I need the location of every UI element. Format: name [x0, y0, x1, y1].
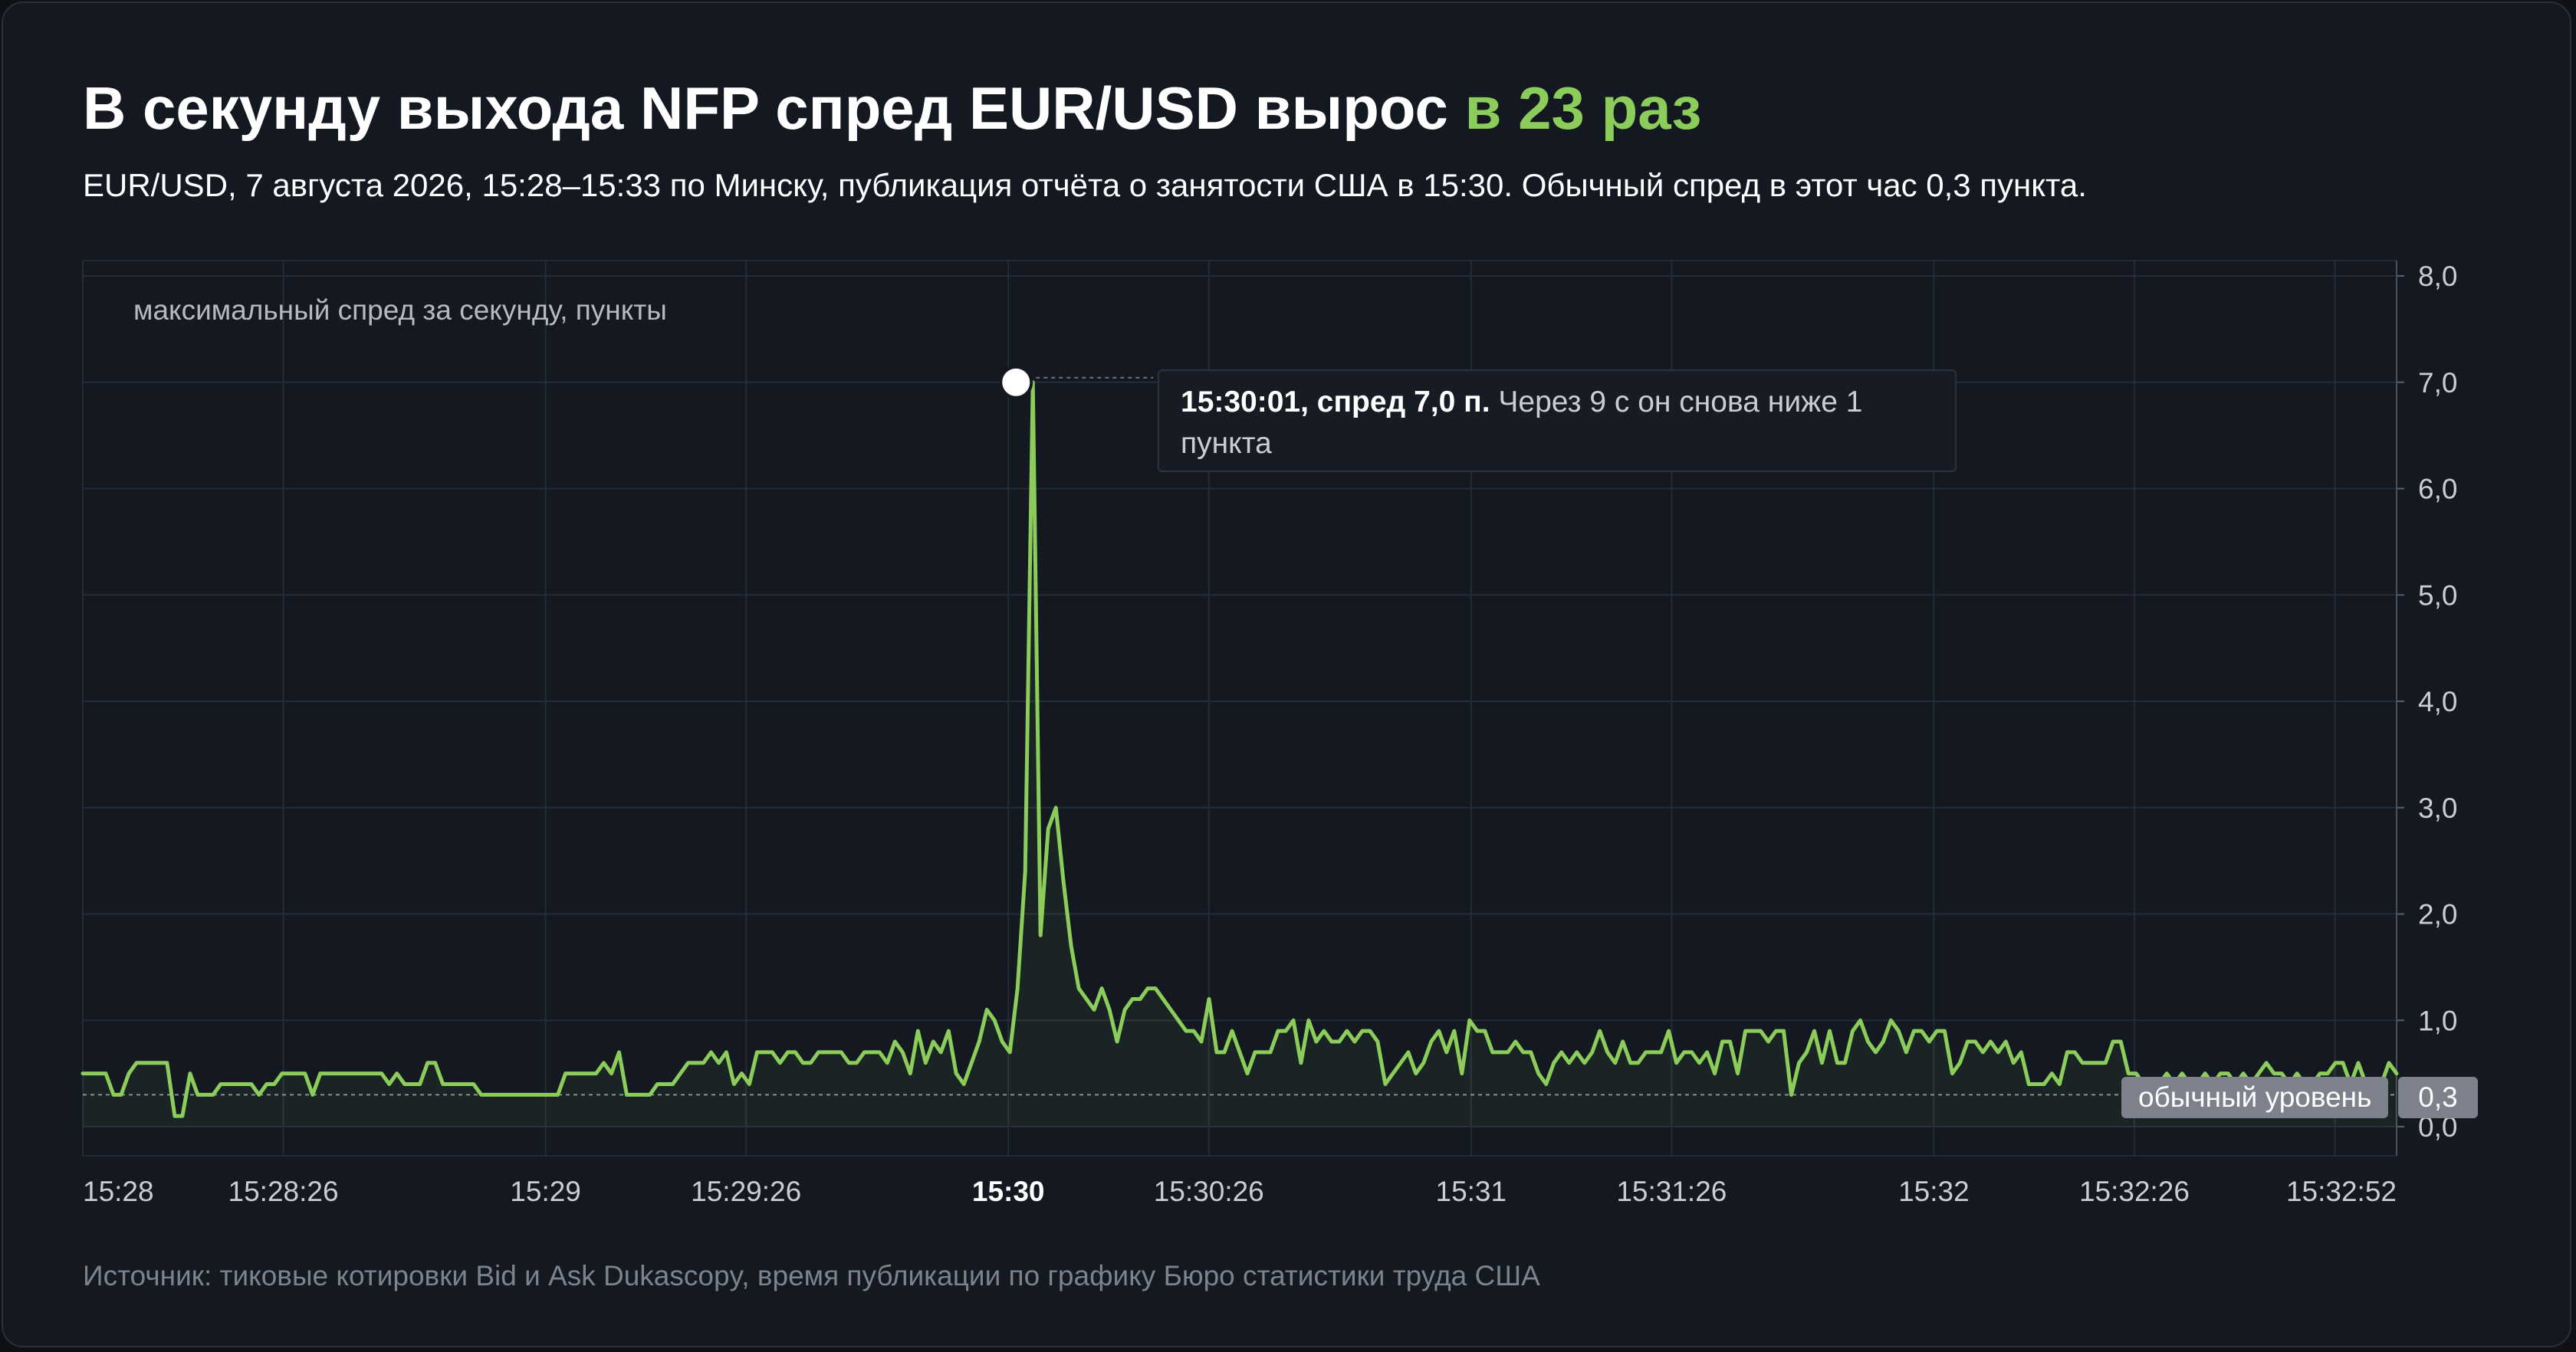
y-tick-label: 4,0 — [2418, 686, 2457, 717]
x-tick-label: 15:32:26 — [2079, 1176, 2190, 1207]
line-chart: 8,07,06,05,04,03,02,01,00,015:28 15:28:26… — [80, 260, 2457, 1207]
series-area — [83, 382, 2397, 1127]
peak-marker — [999, 365, 1033, 399]
x-tick-label: 15:30:26 — [1154, 1176, 1264, 1207]
y-tick-label: 1,0 — [2418, 1005, 2457, 1036]
baseline-label: обычный уровень — [2121, 1077, 2389, 1118]
x-tick-label: 15:29 — [510, 1176, 581, 1207]
x-tick-label: 15:29:26 — [691, 1176, 801, 1207]
source-note: Источник: тиковые котировки Bid и Ask Du… — [83, 1260, 1540, 1291]
peak-tooltip: 15:30:01, спред 7,0 п. Через 9 с он снов… — [1158, 369, 1957, 472]
x-tick-label: 15:31:26 — [1616, 1176, 1727, 1207]
x-tick-label: 15:32 — [1898, 1176, 1970, 1207]
tooltip-bold-text: 15:30:01, спред 7,0 п. — [1181, 386, 1490, 418]
chart-title: В секунду выхода NFP спред EUR/USD вырос… — [83, 74, 1701, 143]
series-label: максимальный спред за секунду, пункты — [133, 294, 667, 326]
y-tick-label: 8,0 — [2418, 261, 2457, 292]
x-tick-label: 15:31 — [1436, 1176, 1507, 1207]
y-tick-label: 3,0 — [2418, 792, 2457, 824]
title-accent: в 23 раз — [1464, 74, 1702, 142]
y-tick-label: 2,0 — [2418, 899, 2457, 930]
x-tick-label: 15:30 — [972, 1176, 1045, 1207]
y-tick-label: 6,0 — [2418, 474, 2457, 505]
tooltip-text: Через 9 с он снова ниже 1 пункта — [1181, 386, 1863, 460]
chart-subtitle: EUR/USD, 7 августа 2026, 15:28–15:33 по … — [83, 167, 2087, 203]
x-tick-label: 15:28:26 — [228, 1176, 339, 1207]
baseline-value-badge: 0,3 — [2398, 1077, 2478, 1118]
x-tick-label: 15:32:52 — [2286, 1176, 2397, 1207]
x-tick-label: 15:28 — [83, 1176, 154, 1207]
title-main: В секунду выхода NFP спред EUR/USD вырос — [83, 74, 1448, 142]
series-line — [80, 380, 2399, 1118]
y-tick-label: 7,0 — [2418, 367, 2457, 399]
y-tick-label: 5,0 — [2418, 579, 2457, 611]
